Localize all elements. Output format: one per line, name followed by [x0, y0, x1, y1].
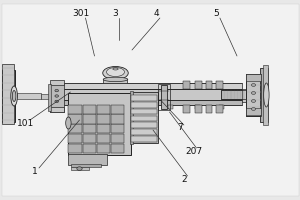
Ellipse shape: [66, 117, 71, 129]
Bar: [246, 74, 261, 81]
Ellipse shape: [106, 68, 124, 76]
Bar: [68, 105, 82, 114]
Bar: [131, 122, 157, 128]
Bar: [70, 167, 88, 170]
Bar: [220, 90, 246, 99]
Bar: [141, 105, 146, 109]
Bar: [2, 70, 15, 122]
Bar: [50, 107, 64, 112]
Circle shape: [251, 92, 256, 94]
Bar: [68, 144, 82, 153]
Text: 101: 101: [17, 119, 34, 129]
Ellipse shape: [264, 83, 269, 107]
Bar: [50, 84, 64, 112]
Bar: [131, 116, 157, 121]
Bar: [111, 124, 124, 133]
Bar: [158, 84, 169, 110]
Bar: [111, 105, 124, 114]
Bar: [195, 105, 202, 113]
Bar: [111, 134, 124, 143]
Bar: [216, 105, 223, 113]
Bar: [14, 93, 41, 99]
Bar: [131, 129, 157, 135]
Bar: [68, 154, 107, 165]
Bar: [41, 94, 50, 99]
Bar: [246, 74, 261, 116]
Bar: [82, 134, 96, 143]
Bar: [160, 85, 167, 109]
Bar: [206, 105, 212, 113]
Bar: [246, 108, 261, 115]
Bar: [114, 105, 119, 109]
Bar: [246, 74, 261, 116]
Bar: [183, 81, 190, 89]
Bar: [68, 114, 82, 124]
Bar: [97, 134, 110, 143]
Bar: [97, 144, 110, 153]
Bar: [131, 136, 157, 142]
Bar: [71, 164, 101, 167]
Bar: [262, 65, 268, 125]
Bar: [82, 124, 96, 133]
Bar: [111, 144, 124, 153]
Text: 1: 1: [32, 168, 38, 176]
Bar: [63, 89, 242, 100]
Bar: [260, 68, 268, 122]
Circle shape: [55, 95, 58, 97]
Text: 2: 2: [182, 176, 187, 184]
Bar: [111, 114, 124, 124]
Bar: [219, 105, 224, 109]
Bar: [183, 105, 190, 113]
Bar: [168, 105, 173, 109]
Bar: [131, 95, 157, 101]
Bar: [68, 124, 82, 133]
Bar: [216, 81, 223, 89]
Circle shape: [55, 100, 58, 103]
Bar: [103, 79, 127, 83]
Bar: [130, 92, 158, 143]
Bar: [63, 83, 242, 89]
Ellipse shape: [11, 86, 17, 106]
Bar: [130, 91, 133, 144]
Text: 4: 4: [153, 9, 159, 19]
Ellipse shape: [12, 90, 16, 102]
Circle shape: [251, 100, 256, 102]
Bar: [48, 84, 51, 111]
Circle shape: [55, 89, 58, 92]
Bar: [220, 90, 246, 99]
Circle shape: [77, 167, 82, 170]
Bar: [82, 105, 96, 114]
Circle shape: [251, 84, 256, 86]
Bar: [50, 80, 64, 85]
Bar: [206, 81, 212, 89]
Bar: [195, 81, 202, 89]
Text: 3: 3: [112, 9, 118, 19]
Bar: [97, 124, 110, 133]
Bar: [131, 102, 157, 108]
Circle shape: [251, 108, 256, 110]
Bar: [68, 93, 130, 155]
Ellipse shape: [103, 77, 128, 82]
Ellipse shape: [113, 68, 118, 70]
Bar: [2, 64, 14, 124]
Bar: [195, 105, 200, 109]
Bar: [131, 109, 157, 114]
Bar: [90, 105, 95, 109]
Text: 5: 5: [213, 9, 219, 19]
Bar: [97, 114, 110, 124]
Bar: [82, 144, 96, 153]
Ellipse shape: [103, 66, 128, 79]
Bar: [82, 114, 96, 124]
Bar: [242, 89, 249, 102]
Text: 207: 207: [185, 148, 202, 156]
Bar: [97, 105, 110, 114]
Text: 301: 301: [72, 9, 90, 19]
Bar: [68, 134, 82, 143]
Bar: [52, 84, 61, 108]
Text: 7: 7: [177, 123, 183, 132]
Bar: [63, 100, 242, 105]
